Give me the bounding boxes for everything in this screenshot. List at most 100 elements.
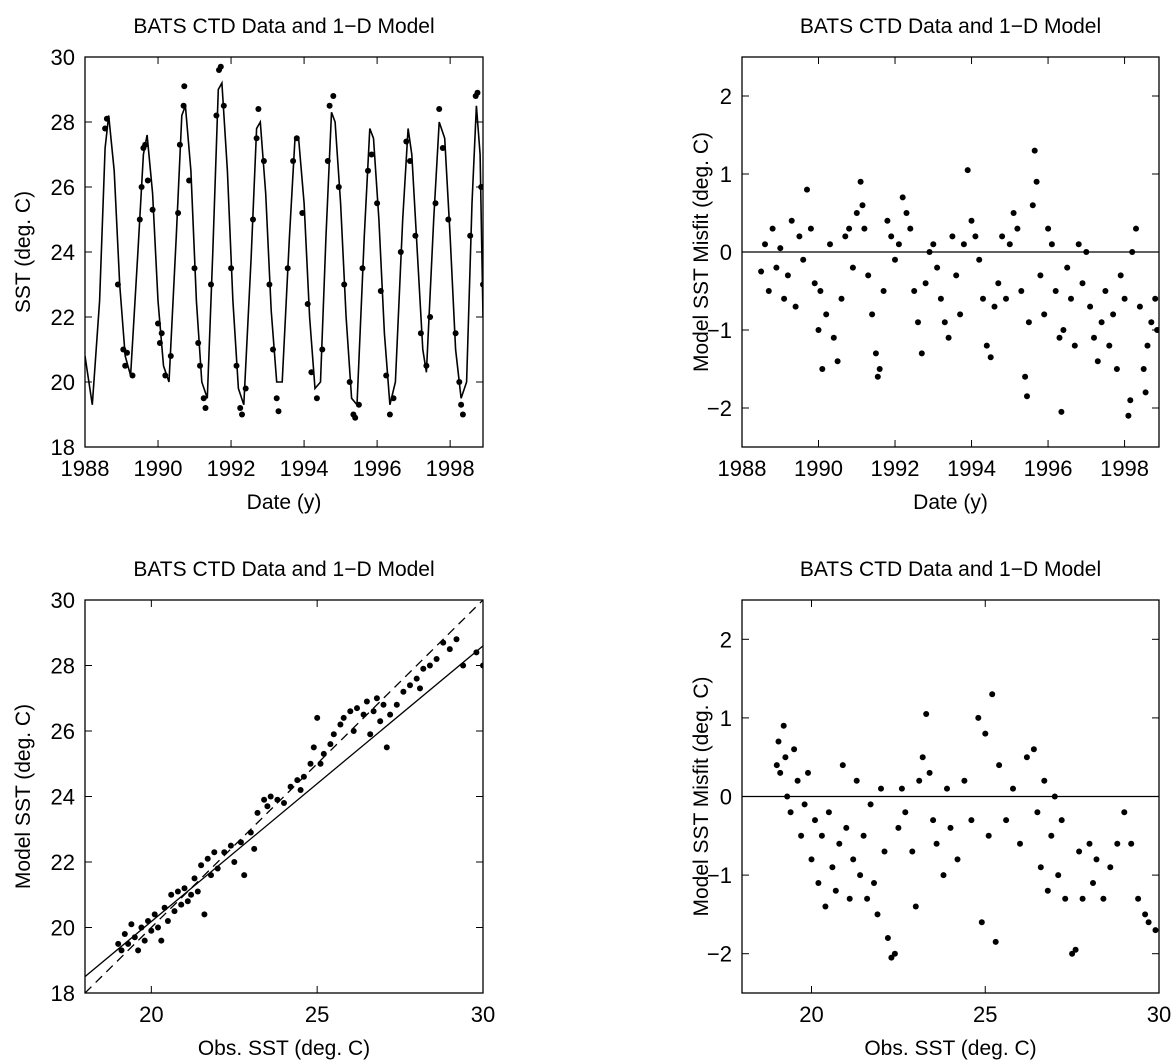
data-point (918, 350, 925, 357)
y-tick-label: 20 (51, 916, 75, 941)
data-point (178, 901, 185, 908)
data-point (819, 366, 826, 372)
y-tick-label: 26 (51, 719, 75, 744)
data-point (239, 411, 245, 418)
x-tick-label: 1996 (1024, 456, 1073, 481)
data-point (895, 241, 902, 248)
data-point (456, 379, 463, 385)
data-point (275, 408, 282, 415)
axes-frame (741, 599, 1160, 994)
data-point (1107, 864, 1114, 871)
data-point (1114, 840, 1121, 847)
x-tick-label: 1996 (353, 456, 402, 481)
plot-area (85, 63, 483, 421)
data-point (354, 705, 360, 712)
data-point (125, 940, 132, 947)
data-point (874, 911, 881, 918)
data-point (121, 931, 128, 937)
data-point (373, 695, 380, 702)
y-tick-label: 1 (720, 706, 732, 731)
data-point (360, 711, 367, 718)
x-tick-label: 20 (139, 1002, 163, 1027)
data-point (1117, 272, 1124, 279)
y-tick-label: 18 (51, 981, 75, 1006)
data-point (907, 225, 914, 232)
data-point (899, 194, 906, 201)
data-point (1031, 147, 1038, 154)
y-tick-label: 1 (720, 162, 732, 187)
data-point (254, 809, 261, 816)
y-tick-label: 28 (51, 110, 75, 135)
data-point (859, 202, 866, 209)
data-point (445, 216, 452, 223)
data-point (838, 295, 845, 302)
data-point (162, 372, 169, 379)
data-point (1024, 393, 1030, 400)
data-point (142, 141, 149, 148)
panel-ts: BATS CTD Data and 1−D Model Date (y) SST (… (12, 15, 484, 514)
data-point (337, 721, 344, 728)
data-point (308, 369, 315, 376)
data-point (204, 855, 211, 862)
x-tick-label: 25 (305, 1002, 329, 1027)
data-point (1093, 856, 1100, 863)
data-point (888, 233, 895, 240)
data-point (327, 741, 334, 748)
y-tick-label: 18 (51, 435, 75, 460)
data-point (200, 395, 207, 402)
data-point (926, 769, 933, 776)
data-point (287, 783, 294, 790)
data-point (1086, 840, 1093, 847)
data-point (1142, 911, 1149, 918)
data-point (446, 646, 453, 653)
data-point (903, 210, 910, 216)
data-point (843, 824, 850, 831)
one-to-one-line (85, 600, 483, 993)
data-point (168, 891, 175, 898)
x-tick-label: 1994 (280, 456, 329, 481)
data-point (374, 200, 381, 207)
data-point (1121, 295, 1128, 302)
data-point (145, 918, 151, 924)
data-point (808, 856, 815, 863)
data-point (102, 125, 109, 132)
data-point (397, 249, 404, 255)
data-point (1060, 327, 1067, 333)
data-point (217, 63, 224, 70)
data-point (1133, 225, 1139, 232)
x-axis-label: Date (y) (247, 491, 322, 514)
data-point (144, 177, 151, 184)
data-point (195, 340, 202, 346)
data-point (208, 281, 214, 288)
y-tick-label: 0 (720, 785, 732, 810)
data-point (830, 334, 837, 341)
data-point (957, 311, 964, 318)
y-tick-label: 26 (51, 175, 75, 200)
data-point (800, 256, 807, 263)
data-point (377, 718, 384, 725)
data-point (934, 264, 941, 271)
x-tick-label: 20 (799, 1002, 823, 1027)
data-point (1102, 288, 1109, 294)
data-point (320, 750, 327, 757)
data-point (307, 760, 314, 767)
data-point (467, 232, 474, 239)
data-point (129, 372, 136, 379)
data-point (982, 730, 989, 737)
data-point (393, 701, 400, 708)
data-point (818, 832, 825, 839)
data-point (324, 158, 331, 164)
data-point (980, 295, 986, 302)
data-point (426, 662, 433, 669)
data-point (825, 809, 832, 816)
data-point (390, 395, 397, 402)
data-point (237, 405, 244, 411)
data-point (197, 362, 203, 369)
x-tick-label: 1990 (794, 456, 843, 481)
data-point (1051, 793, 1058, 800)
data-point (383, 744, 390, 751)
data-point (290, 158, 297, 164)
data-point (171, 908, 178, 915)
data-point (1148, 319, 1155, 326)
data-point (1017, 840, 1023, 847)
